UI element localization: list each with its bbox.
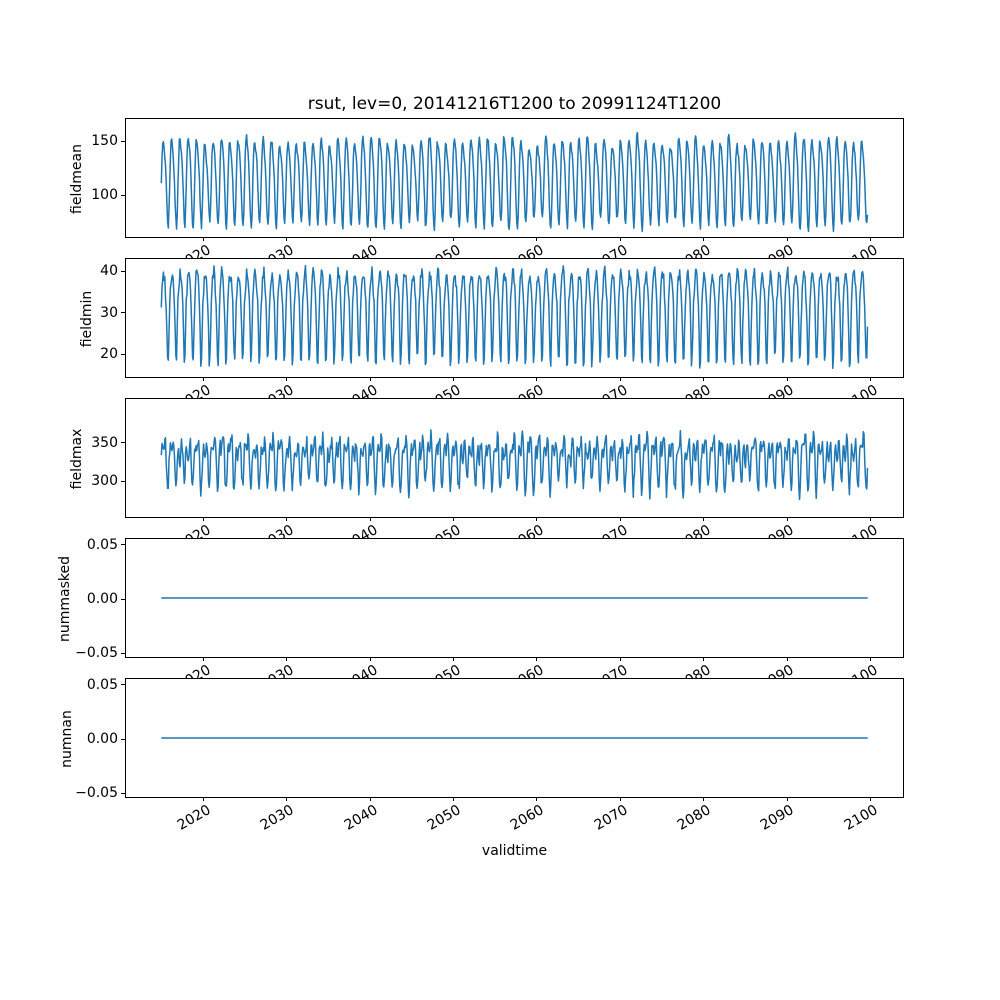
x-tick-label: 2090	[758, 802, 798, 834]
y-tick-label: 100	[91, 187, 118, 204]
x-tick-mark	[536, 237, 538, 241]
x-tick-mark	[869, 237, 871, 241]
x-tick-label: 2100	[841, 802, 881, 834]
y-tick-label: 0.00	[86, 731, 118, 747]
y-tick-mark	[121, 480, 125, 482]
x-tick-mark	[453, 517, 455, 521]
fieldmax-line	[160, 429, 869, 501]
x-tick-mark	[286, 517, 288, 521]
y-tick-label: 150	[91, 133, 118, 150]
x-tick-label: 2020	[174, 802, 214, 834]
y-tick-mark	[121, 353, 125, 355]
x-tick-mark	[453, 797, 455, 801]
x-tick-mark	[619, 657, 621, 661]
y-tick-label: 20	[100, 346, 118, 363]
x-tick-mark	[202, 797, 204, 801]
x-tick-mark	[369, 237, 371, 241]
x-tick-mark	[786, 517, 788, 521]
x-tick-mark	[703, 237, 705, 241]
x-tick-mark	[869, 797, 871, 801]
y-tick-label: 0.05	[86, 536, 118, 553]
y-tick-mark	[121, 792, 125, 794]
y-axis-label-fieldmean: fieldmean	[69, 144, 85, 214]
x-tick-label: 2080	[674, 802, 714, 834]
x-tick-mark	[536, 377, 538, 381]
x-tick-mark	[786, 797, 788, 801]
y-tick-label: −0.05	[75, 645, 118, 662]
x-tick-mark	[453, 237, 455, 241]
y-axis-label-fieldmin: fieldmin	[79, 290, 95, 348]
x-tick-mark	[202, 237, 204, 241]
x-tick-mark	[786, 377, 788, 381]
x-tick-mark	[286, 237, 288, 241]
y-tick-label: 30	[100, 304, 118, 321]
x-tick-mark	[703, 517, 705, 521]
y-tick-mark	[121, 442, 125, 444]
y-axis-label-fieldmax: fieldmax	[69, 428, 85, 490]
y-tick-mark	[121, 140, 125, 142]
x-tick-mark	[202, 517, 204, 521]
x-tick-mark	[869, 517, 871, 521]
x-tick-mark	[703, 657, 705, 661]
x-tick-mark	[619, 237, 621, 241]
y-tick-mark	[121, 738, 125, 740]
subplot-nummasked: −0.050.000.05202020302040205020602070208…	[57, 537, 904, 694]
y-tick-label: 0.00	[86, 591, 118, 607]
x-tick-label: 2070	[591, 802, 631, 834]
x-tick-mark	[619, 797, 621, 801]
x-axis-label: validtime	[481, 843, 548, 859]
y-axis-label-numnan: numnan	[59, 710, 75, 768]
fieldmean-line	[160, 131, 869, 233]
x-tick-mark	[369, 657, 371, 661]
y-tick-label: 300	[91, 473, 118, 490]
y-tick-mark	[121, 312, 125, 314]
x-tick-mark	[369, 797, 371, 801]
x-tick-mark	[286, 657, 288, 661]
y-tick-label: 350	[91, 434, 118, 451]
x-tick-mark	[869, 657, 871, 661]
x-tick-mark	[536, 657, 538, 661]
y-tick-label: 40	[100, 263, 118, 280]
x-tick-mark	[619, 517, 621, 521]
x-tick-mark	[286, 797, 288, 801]
x-tick-mark	[703, 377, 705, 381]
x-tick-mark	[786, 657, 788, 661]
chart-title: rsut, lev=0, 20141216T1200 to 20991124T1…	[307, 94, 722, 114]
subplot-fieldmax: 3003502020203020402050206020702080209021…	[69, 398, 904, 554]
x-tick-label: 2060	[508, 802, 547, 834]
x-tick-mark	[786, 237, 788, 241]
subplot-fieldmin: 2030402020203020402050206020702080209021…	[79, 258, 904, 414]
y-tick-label: −0.05	[75, 785, 118, 802]
x-tick-mark	[286, 377, 288, 381]
fieldmin-line	[160, 264, 869, 370]
y-tick-mark	[121, 194, 125, 196]
y-tick-mark	[121, 270, 125, 272]
subplot-fieldmean: 1001502020203020402050206020702080209021…	[69, 118, 904, 274]
y-axis-label-nummasked: nummasked	[57, 555, 73, 643]
y-tick-mark	[121, 544, 125, 546]
y-tick-mark	[121, 598, 125, 600]
x-tick-label: 2030	[257, 802, 297, 834]
y-tick-label: 0.05	[86, 676, 118, 693]
x-tick-label: 2040	[341, 802, 381, 834]
y-tick-mark	[121, 652, 125, 654]
subplot-numnan: −0.05 0.00 0.05 2020 2030 2040 2050 2060 2070 208…	[59, 677, 904, 834]
y-tick-mark	[121, 684, 125, 686]
x-tick-mark	[869, 377, 871, 381]
x-tick-mark	[536, 797, 538, 801]
x-tick-mark	[703, 797, 705, 801]
x-tick-mark	[202, 377, 204, 381]
x-tick-mark	[369, 517, 371, 521]
x-tick-mark	[536, 517, 538, 521]
x-tick-mark	[202, 657, 204, 661]
x-tick-mark	[453, 377, 455, 381]
x-tick-label: 2050	[424, 802, 464, 834]
x-tick-mark	[619, 377, 621, 381]
x-tick-mark	[453, 657, 455, 661]
x-tick-mark	[369, 377, 371, 381]
